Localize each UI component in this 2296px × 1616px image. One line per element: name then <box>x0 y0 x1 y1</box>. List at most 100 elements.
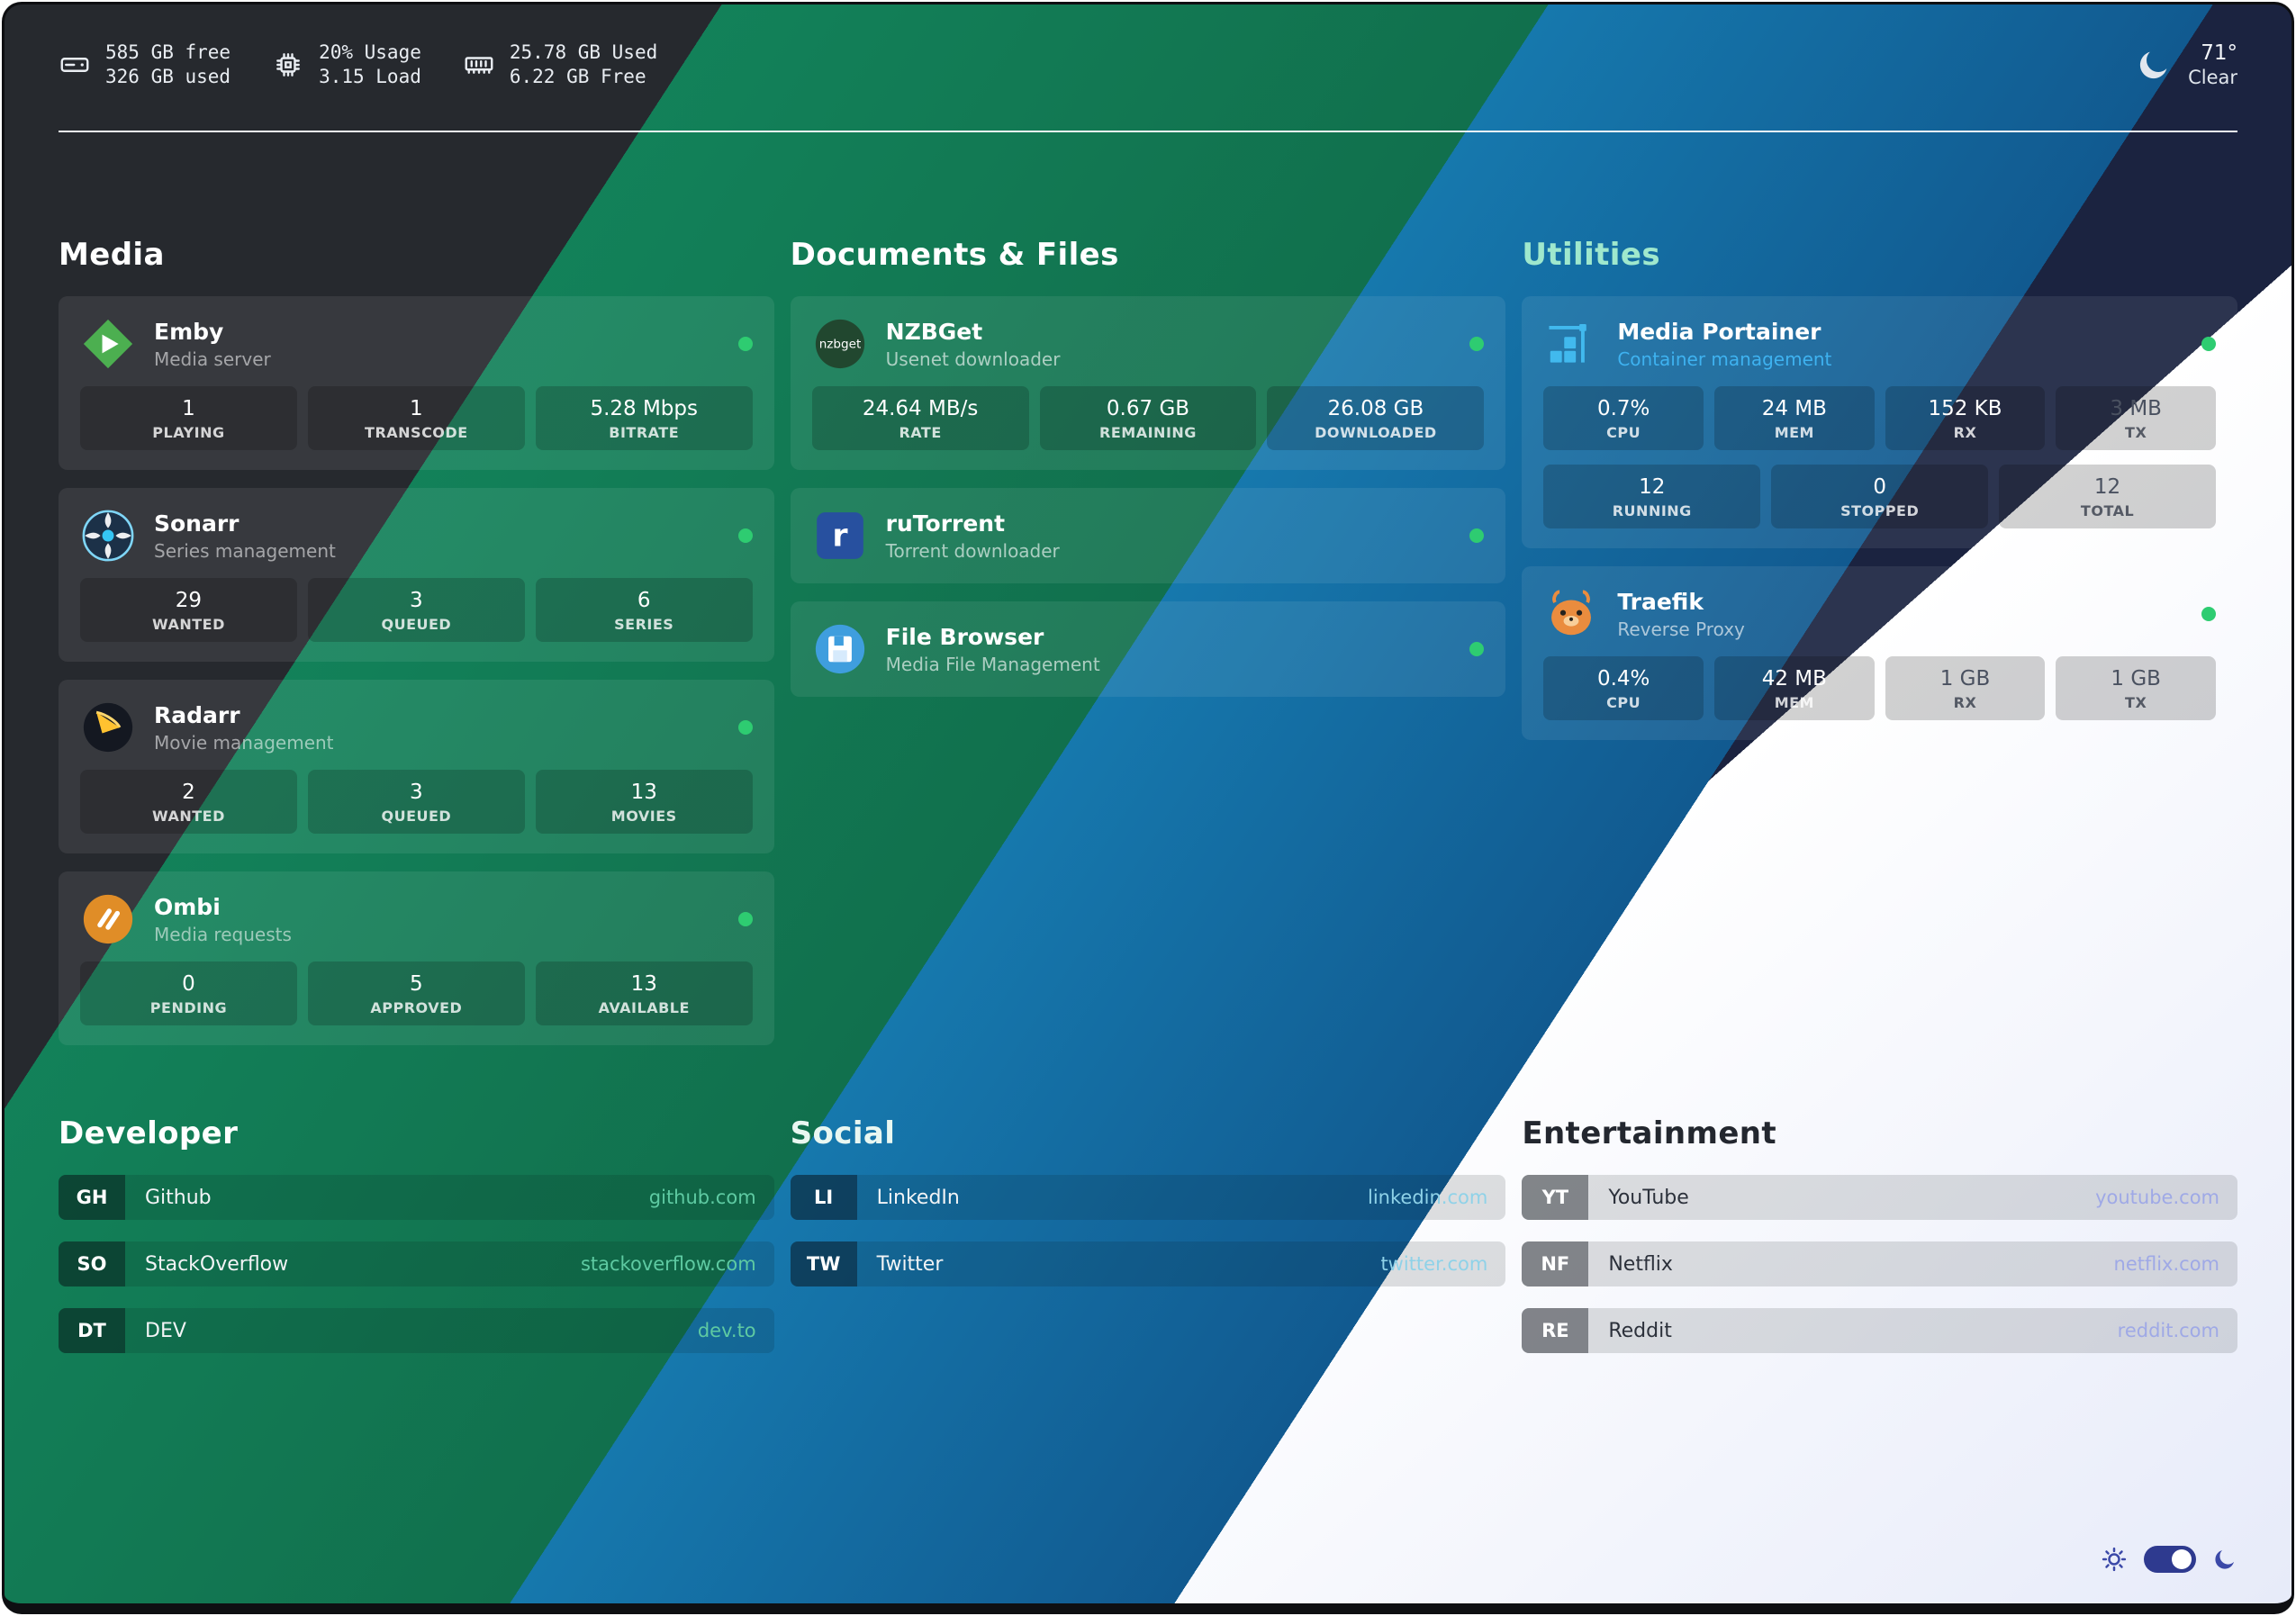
link-linkedin[interactable]: LI LinkedIn linkedin.com <box>790 1175 1506 1220</box>
stat-tile: 42 MB MEM <box>1714 656 1875 720</box>
stat-label: REMAINING <box>1099 424 1197 441</box>
stat-tile: 6 SERIES <box>535 578 753 642</box>
service-subtitle: Usenet downloader <box>885 348 1061 371</box>
stat-value: 1 GB <box>2111 667 2161 691</box>
stat-tile: 12 RUNNING <box>1543 465 1761 528</box>
theme-switch[interactable] <box>2144 1546 2196 1573</box>
section-title: Developer <box>59 1115 239 1151</box>
stat-value: 13 <box>630 781 657 804</box>
emby-icon <box>80 316 136 372</box>
stat-label: TX <box>2125 694 2147 711</box>
stat-tile: 1 GB RX <box>1885 656 2046 720</box>
status-dot <box>2201 607 2216 621</box>
link-twitter[interactable]: TW Twitter twitter.com <box>790 1241 1506 1286</box>
stat-value: 1 <box>182 397 195 420</box>
stat-tile: 26.08 GB DOWNLOADED <box>1267 386 1485 450</box>
section-utilities: Utilities Media Portainer Container manage… <box>1522 237 2237 1063</box>
service-card-filebrowser[interactable]: File Browser Media File Management <box>790 601 1506 697</box>
service-card-radarr[interactable]: Radarr Movie management 2 WANTED 3 QUEUED 13 MO… <box>59 680 774 853</box>
cpu-usage-text: 20% Usage <box>319 41 421 63</box>
service-subtitle: Media requests <box>154 924 292 946</box>
radarr-icon <box>80 700 136 755</box>
stat-value: 3 MB <box>2110 397 2162 420</box>
service-card-ombi[interactable]: Ombi Media requests 0 PENDING 5 APPROVED 13 AVA… <box>59 871 774 1045</box>
stat-value: 6 <box>637 589 651 612</box>
stat-tile: 5.28 Mbps BITRATE <box>535 386 753 450</box>
link-abbr-badge: NF <box>1522 1241 1589 1286</box>
stat-tile: 13 MOVIES <box>535 770 753 834</box>
link-name: Github <box>145 1186 212 1209</box>
card-header: Sonarr Series management <box>80 508 753 564</box>
stat-value: 42 MB <box>1761 667 1827 691</box>
card-header: Radarr Movie management <box>80 700 753 755</box>
stat-label: BITRATE <box>609 424 680 441</box>
cpu-load-text: 3.15 Load <box>319 66 421 87</box>
nzbget-icon: nzbget <box>812 316 868 372</box>
status-dot <box>1469 337 1485 351</box>
dashboard-main: Media Emby Media server 1 PLAYING 1 TRANSCODE 5… <box>5 237 2291 1375</box>
link-stackoverflow[interactable]: SO StackOverflow stackoverflow.com <box>59 1241 774 1286</box>
stat-label: CPU <box>1606 424 1641 441</box>
stat-value: 5.28 Mbps <box>590 397 698 420</box>
stat-row: 1 PLAYING 1 TRANSCODE 5.28 Mbps BITRATE <box>80 386 753 450</box>
stat-tile: 0.67 GB REMAINING <box>1039 386 1257 450</box>
service-card-portainer[interactable]: Media Portainer Container management 0.7% C… <box>1522 296 2237 548</box>
disk-stat: 585 GB free 326 GB used <box>59 41 231 89</box>
link-url: netflix.com <box>2113 1253 2219 1275</box>
stat-tile: 1 TRANSCODE <box>307 386 525 450</box>
stat-label: MEM <box>1774 424 1814 441</box>
weather-temp: 71° <box>2201 41 2237 65</box>
topbar-divider <box>59 131 2237 132</box>
stat-label: RATE <box>899 424 942 441</box>
service-name: NZBGet <box>885 318 983 345</box>
stat-label: TRANSCODE <box>365 424 468 441</box>
moon-toggle-icon[interactable] <box>2212 1547 2237 1572</box>
service-card-nzbget[interactable]: nzbget NZBGet Usenet downloader 24.64 MB/s R… <box>790 296 1506 470</box>
card-header: Emby Media server <box>80 316 753 372</box>
section-title: Media <box>59 237 165 273</box>
stat-label: AVAILABLE <box>598 999 690 1016</box>
stat-tile: 3 MB TX <box>2056 386 2217 450</box>
rutorrent-logo-text: r <box>832 519 848 555</box>
stat-label: PENDING <box>149 999 228 1016</box>
stat-label: STOPPED <box>1840 502 1920 519</box>
service-sections: Media Emby Media server 1 PLAYING 1 TRANSCODE 5… <box>59 237 2237 1063</box>
service-subtitle: Media File Management <box>885 654 1100 676</box>
link-netflix[interactable]: NF Netflix netflix.com <box>1522 1241 2237 1286</box>
link-name: DEV <box>145 1319 186 1342</box>
system-stats-bar: 585 GB free 326 GB used 20% Usage 3.15 L… <box>5 5 2291 89</box>
stat-tile: 12 TOTAL <box>1999 465 2216 528</box>
link-name: Twitter <box>876 1252 944 1276</box>
link-github[interactable]: GH Github github.com <box>59 1175 774 1220</box>
link-youtube[interactable]: YT YouTube youtube.com <box>1522 1175 2237 1220</box>
ombi-icon <box>80 891 136 947</box>
service-card-sonarr[interactable]: Sonarr Series management 29 WANTED 3 QUEUED 6 S… <box>59 488 774 662</box>
link-abbr-badge: LI <box>790 1175 857 1220</box>
stat-tile: 0 PENDING <box>80 961 297 1025</box>
portainer-icon <box>1543 316 1599 372</box>
card-header: File Browser Media File Management <box>812 621 1485 677</box>
service-card-traefik[interactable]: Traefik Reverse Proxy 0.4% CPU 42 MB MEM 1 GB R… <box>1522 566 2237 740</box>
stat-value: 12 <box>1639 475 1666 499</box>
link-dev[interactable]: DT DEV dev.to <box>59 1308 774 1353</box>
link-abbr-badge: YT <box>1522 1175 1589 1220</box>
service-name: Sonarr <box>154 510 240 537</box>
service-card-emby[interactable]: Emby Media server 1 PLAYING 1 TRANSCODE 5.28 M… <box>59 296 774 470</box>
status-dot <box>737 337 753 351</box>
section-documents-files: Documents & Files nzbget NZBGet Usenet down… <box>790 237 1506 1063</box>
stat-tile: 24 MB MEM <box>1714 386 1875 450</box>
card-header: r ruTorrent Torrent downloader <box>812 508 1485 564</box>
rutorrent-icon: r <box>812 508 868 564</box>
link-abbr-badge: TW <box>790 1241 857 1286</box>
ram-free-text: 6.22 GB Free <box>509 66 646 87</box>
stat-value: 5 <box>410 972 423 996</box>
link-reddit[interactable]: RE Reddit reddit.com <box>1522 1308 2237 1353</box>
service-card-rutorrent[interactable]: r ruTorrent Torrent downloader <box>790 488 1506 583</box>
link-abbr-badge: RE <box>1522 1308 1589 1353</box>
link-url: reddit.com <box>2117 1320 2219 1341</box>
stat-row: 0 PENDING 5 APPROVED 13 AVAILABLE <box>80 961 753 1025</box>
theme-toggle <box>2101 1546 2237 1573</box>
sun-icon[interactable] <box>2101 1546 2128 1573</box>
filebrowser-icon <box>812 621 868 677</box>
link-url: github.com <box>648 1187 756 1208</box>
